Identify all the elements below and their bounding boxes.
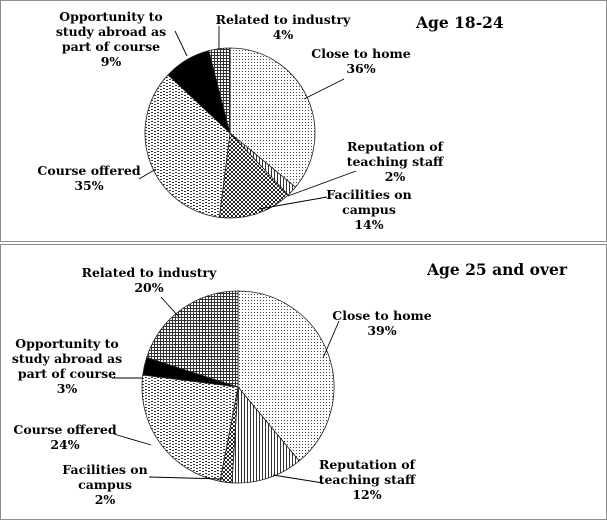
slice-label-close-to-home: Close to home 39%: [332, 308, 431, 338]
slice-label-related-to-industry: Related to industry 20%: [82, 265, 218, 295]
pie-slice-close-to-home: [229, 47, 316, 188]
pie-chart-age-25-over: Close to home 39% Reputation of teaching st…: [12, 260, 568, 507]
leader-line-close-to-home: [303, 78, 345, 100]
slice-label-course-offered: Course offered 24%: [13, 422, 116, 452]
slice-value-reputation-of-teaching-staff: 12%: [352, 487, 381, 502]
slice-label-close-to-home: Close to home 36%: [311, 46, 410, 76]
pie-slice-facilities-on-campus: [218, 132, 289, 219]
slice-value-facilities-on-campus: 14%: [354, 217, 383, 232]
leader-line-opportunity-to-study-abroad-as-part-of-course: [174, 30, 188, 57]
pie-chart-age-18-24: Close to home 36% Reputation of teaching st…: [37, 9, 504, 232]
pie-slice-course-offered: [144, 74, 231, 218]
leader-line-related-to-industry: [160, 296, 180, 318]
pie-slice-course-offered: [141, 374, 239, 482]
slice-value-reputation-of-teaching-staff: 2%: [385, 169, 406, 184]
slice-value-related-to-industry: 4%: [273, 27, 294, 42]
slice-label-reputation-of-teaching-staff: Reputation of teaching staff 2%: [347, 139, 445, 184]
leader-line-reputation-of-teaching-staff: [287, 170, 357, 197]
slice-value-course-offered: 24%: [50, 437, 79, 452]
leader-line-reputation-of-teaching-staff: [272, 474, 324, 484]
pie-panel-age-25-over: Close to home 39% Reputation of teaching st…: [0, 244, 607, 520]
leader-line-facilities-on-campus: [258, 196, 328, 210]
slice-value-facilities-on-campus: 2%: [95, 492, 116, 507]
slice-label-facilities-on-campus: Facilities on campus 2%: [62, 462, 147, 507]
pie-slice-reputation-of-teaching-staff: [231, 385, 300, 484]
slice-label-course-offered: Course offered 35%: [37, 163, 140, 193]
leader-line-close-to-home: [322, 320, 340, 359]
slice-label-opportunity-to-study-abroad-as-part-of-course: Opportunity to study abroad as part of cou…: [12, 336, 122, 396]
chart-title: Age 25 and over: [426, 260, 568, 279]
slice-value-opportunity-to-study-abroad-as-part-of-course: 9%: [101, 54, 122, 69]
slice-value-close-to-home: 36%: [346, 61, 375, 76]
slice-value-opportunity-to-study-abroad-as-part-of-course: 3%: [57, 381, 78, 396]
pie-slice-close-to-home: [237, 290, 335, 462]
leader-line-course-offered: [138, 168, 157, 180]
pie-panel-age-18-24: Close to home 36% Reputation of teaching st…: [0, 0, 607, 242]
leader-line-course-offered: [113, 433, 152, 446]
slice-value-related-to-industry: 20%: [134, 280, 163, 295]
slice-label-opportunity-to-study-abroad-as-part-of-course: Opportunity to study abroad as part of cou…: [56, 9, 166, 69]
slice-value-course-offered: 35%: [74, 178, 103, 193]
slice-label-related-to-industry: Related to industry 4%: [216, 12, 352, 42]
chart-title: Age 18-24: [415, 13, 504, 32]
slice-label-reputation-of-teaching-staff: Reputation of teaching staff 12%: [319, 457, 417, 502]
leader-line-facilities-on-campus: [148, 476, 224, 480]
pie-slice-related-to-industry: [146, 290, 239, 388]
slice-value-close-to-home: 39%: [367, 323, 396, 338]
slice-label-facilities-on-campus: Facilities on campus 14%: [326, 187, 411, 232]
